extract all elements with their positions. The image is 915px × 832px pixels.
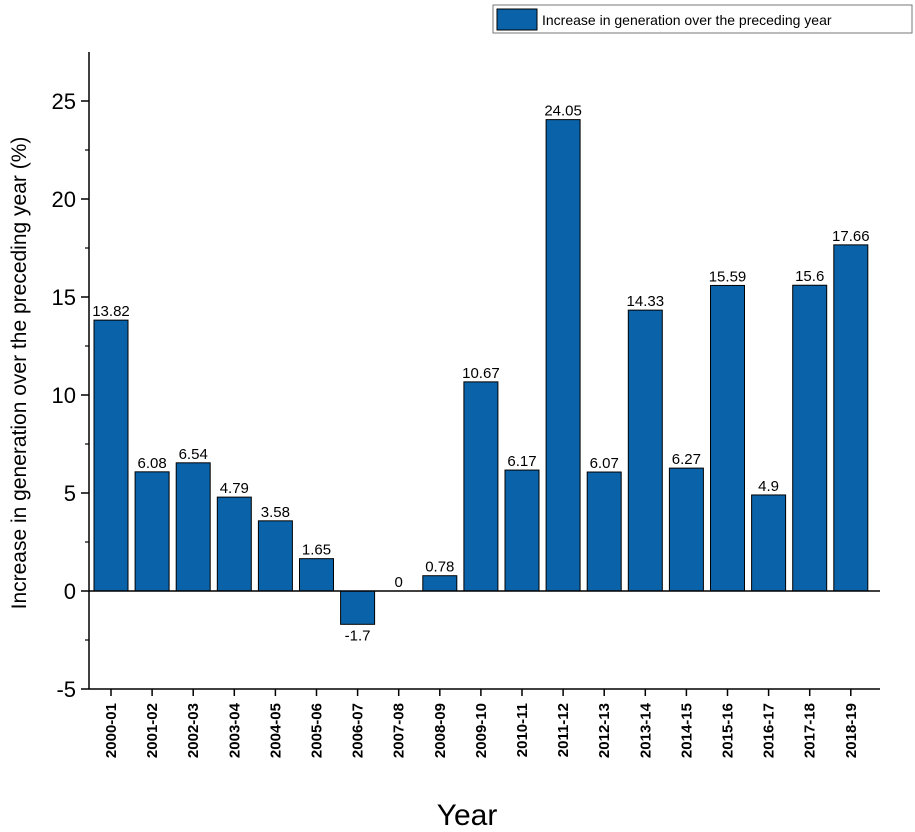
bar-2002-03 xyxy=(175,462,211,592)
y-axis-title: Increase in generation over the precedin… xyxy=(8,137,31,610)
x-tick-label-2016-17: 2016-17 xyxy=(761,703,778,758)
data-label-2011-12: 24.05 xyxy=(544,103,582,120)
x-tick-label-2010-11: 2010-11 xyxy=(514,703,531,757)
data-label-2001-02: 6.08 xyxy=(137,455,166,472)
axes xyxy=(81,52,880,696)
x-axis-title: Year xyxy=(437,799,498,832)
bar-2011-12 xyxy=(545,119,581,592)
x-tick-label-2013-14: 2013-14 xyxy=(637,702,654,758)
data-label-2015-16: 15.59 xyxy=(709,268,747,285)
bar-2003-04 xyxy=(216,496,252,592)
y-tick-label: 5 xyxy=(64,481,76,506)
bar-2010-11 xyxy=(504,469,540,592)
bar-2018-19 xyxy=(833,244,869,592)
data-label-2005-06: 1.65 xyxy=(302,542,331,559)
bar-2001-02 xyxy=(134,471,170,592)
y-tick-label: 10 xyxy=(52,383,76,408)
x-tick-label-2012-13: 2012-13 xyxy=(596,703,613,758)
data-label-2002-03: 6.54 xyxy=(179,446,208,463)
bar-2009-10 xyxy=(463,381,499,592)
y-tick-label: 20 xyxy=(52,187,76,212)
data-label-2012-13: 6.07 xyxy=(590,455,619,472)
bar-2004-05 xyxy=(257,520,293,592)
data-label-2016-17: 4.9 xyxy=(758,478,779,495)
y-tick-label: 0 xyxy=(64,579,76,604)
bar-2008-09 xyxy=(422,575,458,592)
x-tick-label-2003-04: 2003-04 xyxy=(226,702,243,758)
bar-2017-18 xyxy=(792,284,828,592)
x-tick-label-2008-09: 2008-09 xyxy=(432,703,449,758)
data-label-2006-07: -1.7 xyxy=(345,627,371,644)
bars xyxy=(93,119,869,625)
x-tick-label-2000-01: 2000-01 xyxy=(103,703,120,758)
x-tick-label-2005-06: 2005-06 xyxy=(309,703,326,758)
legend-box xyxy=(492,4,913,34)
y-tick-labels: -5 0 5 10 15 20 25 xyxy=(52,89,76,702)
y-tick-label: 25 xyxy=(52,89,76,114)
x-tick-label-2009-10: 2009-10 xyxy=(473,703,490,758)
x-tick-labels: 2000-01 2001-02 2002-03 2003-04 2004-05 2005-… xyxy=(103,702,860,758)
x-tick-label-2015-16: 2015-16 xyxy=(720,703,737,758)
x-tick-label-2002-03: 2002-03 xyxy=(185,703,202,758)
data-label-2003-04: 4.79 xyxy=(220,480,249,497)
bar-2014-15 xyxy=(668,467,704,592)
bar-2005-06 xyxy=(299,558,334,592)
x-tick-label-2007-08: 2007-08 xyxy=(391,703,408,758)
data-label-2010-11: 6.17 xyxy=(507,453,536,470)
data-label-2018-19: 17.66 xyxy=(832,228,870,245)
x-tick-label-2014-15: 2014-15 xyxy=(678,703,695,758)
data-label-2000-01: 13.82 xyxy=(92,303,130,320)
bar-2012-13 xyxy=(586,471,622,592)
data-labels: 13.82 6.08 6.54 4.79 3.58 1.65 -1.7 0 0.78 10.67 6… xyxy=(92,103,869,645)
bar-2016-17 xyxy=(751,494,787,592)
data-label-2013-14: 14.33 xyxy=(627,293,665,310)
legend-swatch xyxy=(496,8,538,31)
x-tick-label-2017-18: 2017-18 xyxy=(802,703,819,758)
x-tick-label-2011-12: 2011-12 xyxy=(555,703,572,757)
x-tick-label-2018-19: 2018-19 xyxy=(843,703,860,758)
bar-2013-14 xyxy=(627,309,663,592)
legend-label: Increase in generation over the precedin… xyxy=(542,12,832,28)
data-label-2007-08: 0 xyxy=(395,574,403,591)
x-tick-label-2004-05: 2004-05 xyxy=(267,703,284,758)
data-label-2009-10: 10.67 xyxy=(462,365,500,382)
bar-2015-16 xyxy=(710,284,745,592)
x-tick-label-2001-02: 2001-02 xyxy=(144,703,161,758)
y-tick-label: -5 xyxy=(56,677,76,702)
data-label-2008-09: 0.78 xyxy=(425,559,454,576)
data-label-2014-15: 6.27 xyxy=(672,451,701,468)
data-label-2017-18: 15.6 xyxy=(795,268,824,285)
bar-2000-01 xyxy=(93,319,129,592)
legend: Increase in generation over the precedin… xyxy=(492,4,913,34)
x-tick-label-2006-07: 2006-07 xyxy=(350,703,367,758)
data-label-2004-05: 3.58 xyxy=(261,504,290,521)
bar-2006-07 xyxy=(340,590,376,625)
y-tick-label: 15 xyxy=(52,285,76,310)
